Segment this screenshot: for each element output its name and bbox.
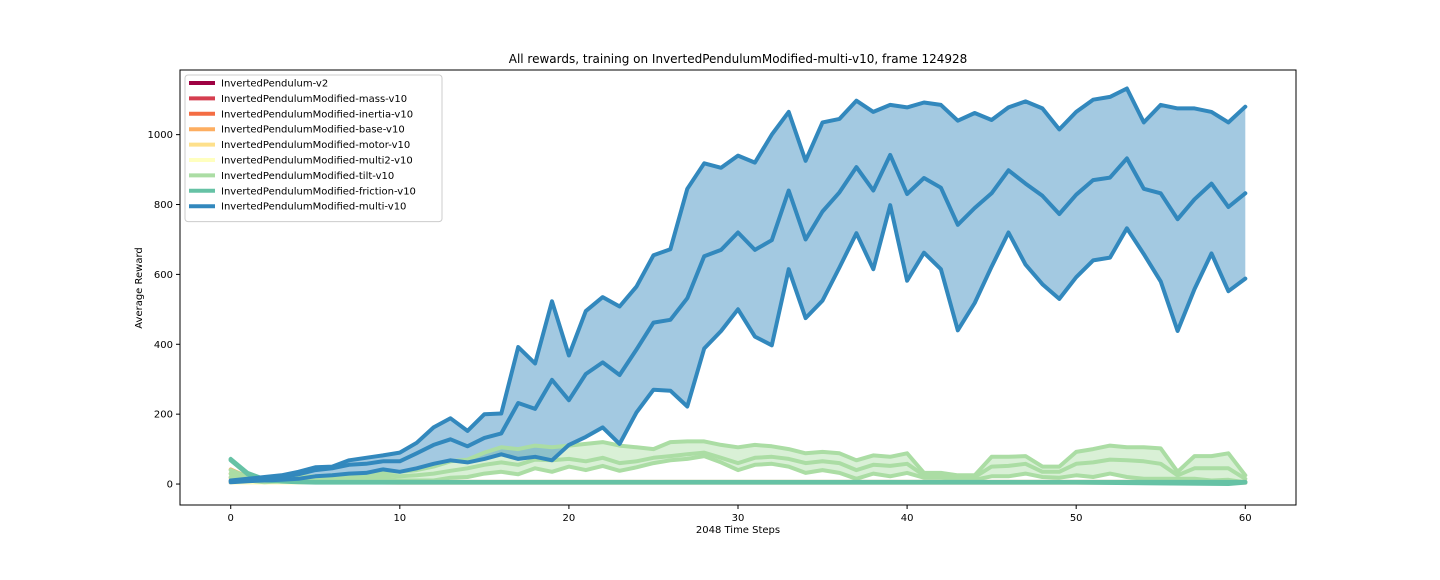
x-axis-ticks: 0 10 20 30 40 50 60 (228, 505, 1252, 524)
x-tick-label: 0 (228, 513, 234, 524)
legend-label-invertedpendulum-v2: InvertedPendulum-v2 (221, 79, 328, 90)
x-tick-label: 50 (1070, 513, 1083, 524)
line-invertedpendulummodified-multi-v10-lower (228, 203, 1248, 485)
y-tick-label: 0 (167, 480, 173, 491)
y-tick-label: 400 (154, 340, 173, 351)
y-tick-label: 1000 (148, 130, 173, 141)
legend-label-invertedpendulummodified-base-v10: InvertedPendulumModified-base-v10 (221, 125, 405, 136)
band-invertedpendulummodified-multi-v10 (230, 88, 1246, 483)
y-tick-label: 200 (154, 410, 173, 421)
series-lines (228, 86, 1248, 486)
line-invertedpendulummodified-tilt-v10-mean (228, 450, 1248, 483)
x-axis-label: 2048 Time Steps (696, 525, 780, 536)
y-tick-label: 600 (154, 270, 173, 281)
legend-label-invertedpendulummodified-motor-v10: InvertedPendulumModified-motor-v10 (221, 140, 410, 151)
legend-label-invertedpendulummodified-inertia-v10: InvertedPendulumModified-inertia-v10 (221, 109, 413, 120)
line-invertedpendulummodified-multi-v10-mean (228, 152, 1248, 484)
x-tick-label: 60 (1239, 513, 1252, 524)
chart-title: All rewards, training on InvertedPendulu… (509, 52, 968, 66)
legend-label-invertedpendulummodified-mass-v10: InvertedPendulumModified-mass-v10 (221, 94, 407, 105)
x-tick-label: 20 (563, 513, 576, 524)
legend-label-invertedpendulummodified-multi2-v10: InvertedPendulumModified-multi2-v10 (221, 156, 413, 167)
legend-box (184, 74, 443, 223)
y-tick-label: 800 (154, 200, 173, 211)
y-axis-ticks: 0 200 400 600 800 1000 (148, 130, 180, 491)
y-axis-label: Average Reward (134, 247, 145, 328)
x-tick-label: 30 (732, 513, 745, 524)
line-invertedpendulummodified-multi-v10-upper (228, 86, 1248, 483)
legend-label-invertedpendulummodified-multi-v10: InvertedPendulumModified-multi-v10 (221, 202, 406, 213)
x-tick-label: 10 (393, 513, 406, 524)
legend-label-invertedpendulummodified-friction-v10: InvertedPendulumModified-friction-v10 (221, 186, 416, 197)
legend-label-invertedpendulummodified-tilt-v10: InvertedPendulumModified-tilt-v10 (221, 171, 394, 182)
legend: InvertedPendulum-v2 InvertedPendulumModif… (184, 74, 443, 223)
x-tick-label: 40 (901, 513, 914, 524)
